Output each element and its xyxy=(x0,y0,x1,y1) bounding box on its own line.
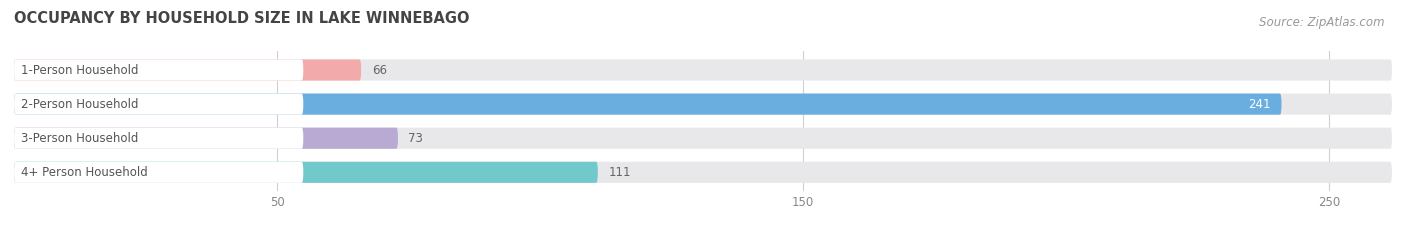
Text: 2-Person Household: 2-Person Household xyxy=(21,98,138,111)
FancyBboxPatch shape xyxy=(14,128,1392,149)
FancyBboxPatch shape xyxy=(14,128,304,149)
FancyBboxPatch shape xyxy=(14,93,1392,115)
FancyBboxPatch shape xyxy=(14,59,1392,81)
Text: 73: 73 xyxy=(409,132,423,145)
FancyBboxPatch shape xyxy=(14,93,304,115)
Text: 111: 111 xyxy=(609,166,631,179)
Text: Source: ZipAtlas.com: Source: ZipAtlas.com xyxy=(1260,16,1385,29)
FancyBboxPatch shape xyxy=(14,162,598,183)
Text: 66: 66 xyxy=(371,64,387,76)
FancyBboxPatch shape xyxy=(14,162,1392,183)
Text: 4+ Person Household: 4+ Person Household xyxy=(21,166,148,179)
FancyBboxPatch shape xyxy=(14,128,398,149)
Text: 241: 241 xyxy=(1249,98,1271,111)
FancyBboxPatch shape xyxy=(14,59,361,81)
Text: 1-Person Household: 1-Person Household xyxy=(21,64,138,76)
Text: OCCUPANCY BY HOUSEHOLD SIZE IN LAKE WINNEBAGO: OCCUPANCY BY HOUSEHOLD SIZE IN LAKE WINN… xyxy=(14,11,470,26)
FancyBboxPatch shape xyxy=(14,162,304,183)
FancyBboxPatch shape xyxy=(14,59,304,81)
FancyBboxPatch shape xyxy=(14,93,1281,115)
Text: 3-Person Household: 3-Person Household xyxy=(21,132,138,145)
